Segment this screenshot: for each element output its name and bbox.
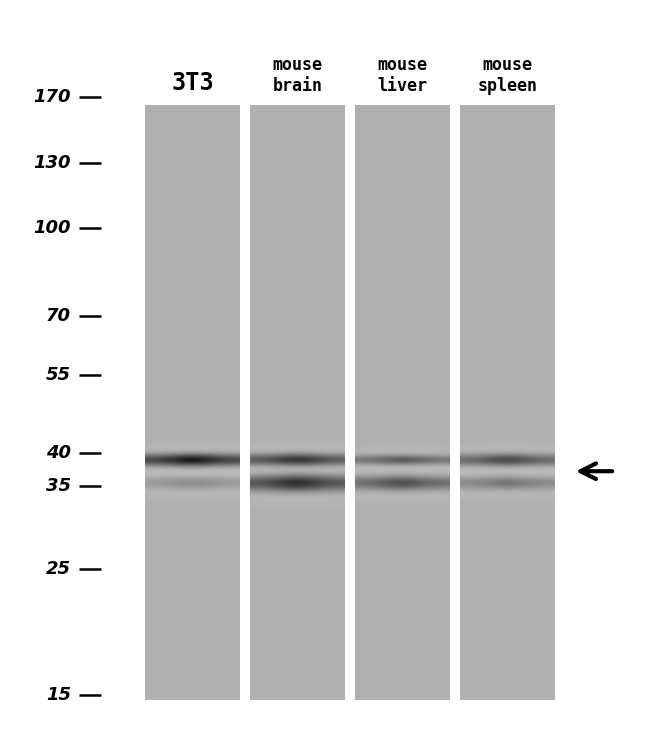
Bar [250, 105, 345, 700]
Text: 40: 40 [46, 445, 71, 462]
Bar [240, 105, 250, 700]
Bar [555, 105, 595, 700]
Text: 170: 170 [34, 88, 71, 106]
Text: 15: 15 [46, 686, 71, 704]
Bar [105, 105, 595, 700]
Bar [145, 105, 240, 700]
Text: 35: 35 [46, 477, 71, 495]
Bar [450, 105, 460, 700]
Text: mouse
brain: mouse brain [272, 56, 322, 95]
Text: 100: 100 [34, 219, 71, 237]
Bar [105, 105, 145, 700]
Text: mouse
liver: mouse liver [378, 56, 428, 95]
Bar [355, 105, 450, 700]
Text: 130: 130 [34, 154, 71, 172]
Text: mouse
spleen: mouse spleen [478, 56, 538, 95]
Text: 3T3: 3T3 [171, 71, 214, 95]
Bar [345, 105, 355, 700]
Text: 55: 55 [46, 366, 71, 384]
Text: 25: 25 [46, 560, 71, 578]
Text: 70: 70 [46, 306, 71, 325]
Bar [460, 105, 555, 700]
